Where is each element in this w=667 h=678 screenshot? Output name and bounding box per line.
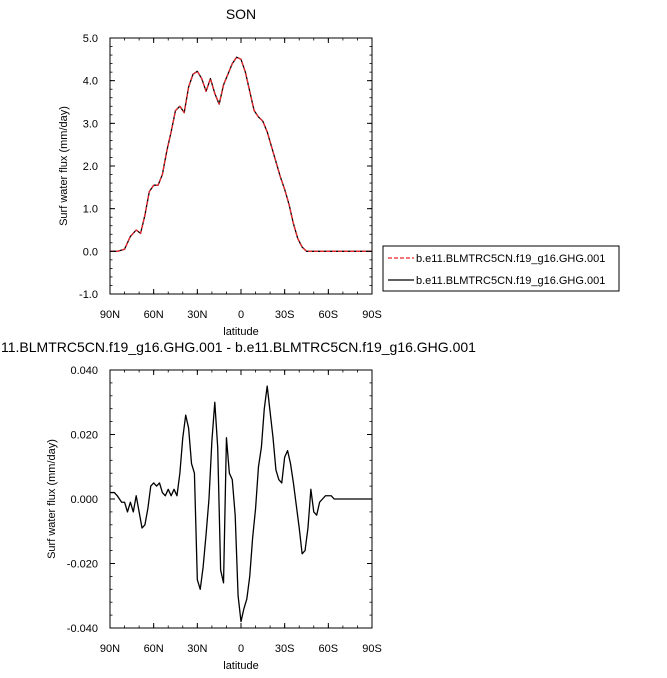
top-series-line-2 xyxy=(110,56,372,252)
legend-label-series-2: b.e11.BLMTRC5CN.f19_g16.GHG.001 xyxy=(416,275,605,287)
top-x-tick-label: 90N xyxy=(100,309,120,321)
bottom-y-tick-label: -0.040 xyxy=(67,623,98,635)
bottom-y-tick-label: 0.020 xyxy=(70,430,98,442)
top-y-tick-label: 2.0 xyxy=(83,161,98,173)
top-y-tick-label: 3.0 xyxy=(83,118,98,130)
top-x-tick-label: 60N xyxy=(144,309,164,321)
top-x-axis-label: latitude xyxy=(223,326,258,338)
top-x-tick-label: 30S xyxy=(275,309,295,321)
bottom-x-axis-label: latitude xyxy=(223,660,258,672)
bottom-x-tick-label: 60N xyxy=(144,643,164,655)
top-x-tick-label: 0 xyxy=(238,309,244,321)
legend-label-series-1: b.e11.BLMTRC5CN.f19_g16.GHG.001 xyxy=(416,253,605,265)
bottom-x-tick-label: 90S xyxy=(362,643,382,655)
bottom-y-tick-label: 0.000 xyxy=(70,494,98,506)
top-y-ticks: -1.0 0.0 1.0 2.0 3.0 4.0 5.0 xyxy=(79,33,372,301)
top-plot: SON 90N 60N 30N 0 30S 60S 90S -1.0 0.0 1.0 2.0 3.0… xyxy=(58,6,382,338)
top-y-tick-label: 4.0 xyxy=(83,76,98,88)
bottom-x-tick-label: 60S xyxy=(319,643,339,655)
top-series-group xyxy=(110,56,372,252)
top-y-tick-label: 1.0 xyxy=(83,204,98,216)
bottom-x-ticks: 90N 60N 30N 0 30S 60S 90S xyxy=(100,370,382,655)
bottom-x-tick-label: 30N xyxy=(187,643,207,655)
top-x-tick-label: 90S xyxy=(362,309,382,321)
top-plot-frame xyxy=(109,37,373,295)
top-y-tick-label: -1.0 xyxy=(79,289,98,301)
top-x-ticks: 90N 60N 30N 0 30S 60S 90S xyxy=(100,38,382,321)
bottom-series-line-1 xyxy=(110,385,372,623)
top-plot-title: SON xyxy=(226,6,256,22)
bottom-x-tick-label: 0 xyxy=(238,643,244,655)
bottom-series-group xyxy=(110,385,372,623)
bottom-x-tick-label: 30S xyxy=(275,643,295,655)
bottom-y-tick-label: 0.040 xyxy=(70,365,98,377)
bottom-x-tick-label: 90N xyxy=(100,643,120,655)
top-y-tick-label: 5.0 xyxy=(83,33,98,45)
top-series-line-1 xyxy=(110,56,372,252)
bottom-plot: 11.BLMTRC5CN.f19_g16.GHG.001 - b.e11.BLM… xyxy=(1,339,476,672)
top-x-tick-label: 60S xyxy=(319,309,339,321)
top-y-tick-label: 0.0 xyxy=(83,246,98,258)
bottom-y-ticks: -0.040 -0.020 0.000 0.020 0.040 xyxy=(67,365,372,635)
bottom-y-axis-label: Surf water flux (mm/day) xyxy=(46,439,58,559)
legend-box xyxy=(382,245,620,292)
legend: b.e11.BLMTRC5CN.f19_g16.GHG.001 b.e11.BL… xyxy=(382,245,620,292)
top-y-axis-label: Surf water flux (mm/day) xyxy=(58,106,70,226)
bottom-y-tick-label: -0.020 xyxy=(67,559,98,571)
top-x-tick-label: 30N xyxy=(187,309,207,321)
bottom-plot-title: 11.BLMTRC5CN.f19_g16.GHG.001 - b.e11.BLM… xyxy=(1,339,476,355)
